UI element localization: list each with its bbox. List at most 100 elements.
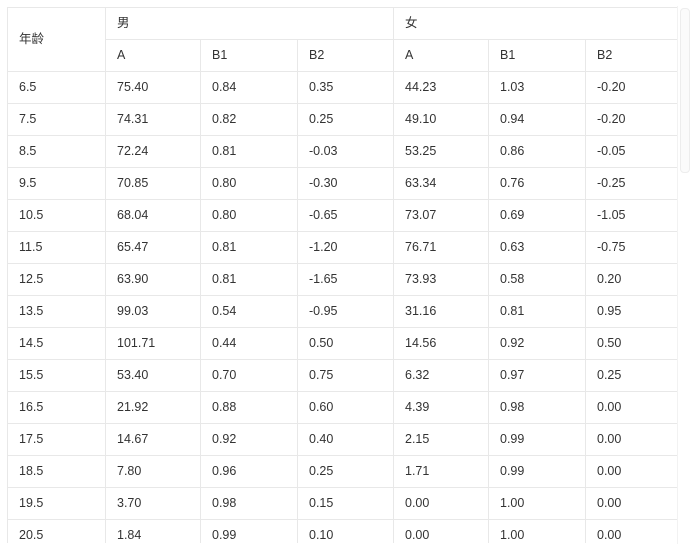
cell-age: 9.5 [7,167,106,200]
cell-female-b1: 1.00 [488,487,586,520]
cell-female-b2: 0.00 [585,455,678,488]
cell-male-b2: -0.95 [297,295,394,328]
cell-age: 15.5 [7,359,106,392]
cell-male-a: 1.84 [105,519,201,543]
vertical-scrollbar[interactable] [677,6,691,544]
table-row: 17.5 14.67 0.92 0.40 2.15 0.99 0.00 [7,423,678,456]
cell-male-b1: 0.96 [200,455,298,488]
cell-male-b1: 0.81 [200,263,298,296]
cell-female-b1: 1.03 [488,71,586,104]
column-header-age: 年龄 [7,7,106,72]
cell-female-a: 73.93 [393,263,489,296]
cell-female-b1: 0.81 [488,295,586,328]
table-row: 13.5 99.03 0.54 -0.95 31.16 0.81 0.95 [7,295,678,328]
cell-male-a: 21.92 [105,391,201,424]
table-header: 年龄 男 女 A B1 B2 A B1 B2 [7,7,678,72]
cell-male-b1: 0.98 [200,487,298,520]
cell-female-a: 4.39 [393,391,489,424]
vertical-scrollbar-thumb[interactable] [680,8,690,173]
table-row: 19.5 3.70 0.98 0.15 0.00 1.00 0.00 [7,487,678,520]
cell-female-a: 6.32 [393,359,489,392]
table-row: 14.5 101.71 0.44 0.50 14.56 0.92 0.50 [7,327,678,360]
cell-male-a: 70.85 [105,167,201,200]
cell-male-b1: 0.99 [200,519,298,543]
cell-male-b2: 0.50 [297,327,394,360]
cell-male-b2: -0.30 [297,167,394,200]
table-row: 6.5 75.40 0.84 0.35 44.23 1.03 -0.20 [7,71,678,104]
cell-age: 11.5 [7,231,106,264]
cell-female-a: 76.71 [393,231,489,264]
cell-female-b1: 0.69 [488,199,586,232]
column-header-male-a: A [105,39,201,72]
cell-male-b1: 0.81 [200,135,298,168]
cell-male-b2: 0.10 [297,519,394,543]
cell-male-b1: 0.84 [200,71,298,104]
cell-female-b2: 0.50 [585,327,678,360]
cell-male-b1: 0.92 [200,423,298,456]
table-row: 20.5 1.84 0.99 0.10 0.00 1.00 0.00 [7,519,678,543]
cell-age: 18.5 [7,455,106,488]
cell-female-b1: 0.94 [488,103,586,136]
cell-female-a: 14.56 [393,327,489,360]
age-gender-parameter-table: 年龄 男 女 A B1 B2 A B1 B2 6.5 75.40 0.84 0.35 4… [7,7,678,543]
cell-male-b2: 0.35 [297,71,394,104]
cell-female-a: 53.25 [393,135,489,168]
cell-female-b2: 0.00 [585,423,678,456]
cell-female-b2: -0.75 [585,231,678,264]
cell-male-b1: 0.70 [200,359,298,392]
cell-female-b1: 0.98 [488,391,586,424]
column-header-male-b1: B1 [200,39,298,72]
cell-female-b2: -1.05 [585,199,678,232]
cell-female-b1: 0.63 [488,231,586,264]
cell-male-b2: -1.65 [297,263,394,296]
cell-female-a: 49.10 [393,103,489,136]
cell-age: 8.5 [7,135,106,168]
table-scroll-viewport[interactable]: 年龄 男 女 A B1 B2 A B1 B2 6.5 75.40 0.84 0.35 4… [7,7,678,543]
cell-age: 7.5 [7,103,106,136]
cell-female-a: 73.07 [393,199,489,232]
column-group-header-female: 女 [393,7,678,40]
column-header-female-b1: B1 [488,39,586,72]
cell-male-b1: 0.82 [200,103,298,136]
cell-age: 20.5 [7,519,106,543]
cell-age: 13.5 [7,295,106,328]
cell-female-b1: 0.97 [488,359,586,392]
cell-female-b1: 0.99 [488,455,586,488]
cell-male-b2: 0.25 [297,103,394,136]
table-row: 7.5 74.31 0.82 0.25 49.10 0.94 -0.20 [7,103,678,136]
cell-female-b2: -0.20 [585,71,678,104]
cell-male-a: 7.80 [105,455,201,488]
cell-age: 19.5 [7,487,106,520]
cell-male-b2: 0.25 [297,455,394,488]
cell-female-b2: -0.05 [585,135,678,168]
cell-male-a: 63.90 [105,263,201,296]
cell-female-a: 31.16 [393,295,489,328]
table-row: 12.5 63.90 0.81 -1.65 73.93 0.58 0.20 [7,263,678,296]
cell-male-b2: -0.03 [297,135,394,168]
cell-age: 12.5 [7,263,106,296]
cell-male-b1: 0.44 [200,327,298,360]
cell-male-a: 101.71 [105,327,201,360]
table-row: 8.5 72.24 0.81 -0.03 53.25 0.86 -0.05 [7,135,678,168]
cell-male-b1: 0.54 [200,295,298,328]
cell-male-b1: 0.80 [200,167,298,200]
cell-male-b2: -0.65 [297,199,394,232]
table-body: 6.5 75.40 0.84 0.35 44.23 1.03 -0.20 7.5 74.31 0.… [7,71,678,543]
cell-female-a: 1.71 [393,455,489,488]
table-row: 9.5 70.85 0.80 -0.30 63.34 0.76 -0.25 [7,167,678,200]
cell-female-b2: 0.00 [585,487,678,520]
cell-female-b1: 0.58 [488,263,586,296]
cell-female-b2: -0.25 [585,167,678,200]
cell-male-a: 65.47 [105,231,201,264]
cell-female-b1: 0.92 [488,327,586,360]
cell-female-b2: 0.00 [585,391,678,424]
cell-female-a: 2.15 [393,423,489,456]
cell-male-b2: 0.40 [297,423,394,456]
table-row: 16.5 21.92 0.88 0.60 4.39 0.98 0.00 [7,391,678,424]
cell-female-a: 0.00 [393,519,489,543]
cell-female-b2: 0.00 [585,519,678,543]
column-group-header-male: 男 [105,7,394,40]
cell-female-b2: 0.95 [585,295,678,328]
cell-age: 14.5 [7,327,106,360]
cell-male-a: 53.40 [105,359,201,392]
